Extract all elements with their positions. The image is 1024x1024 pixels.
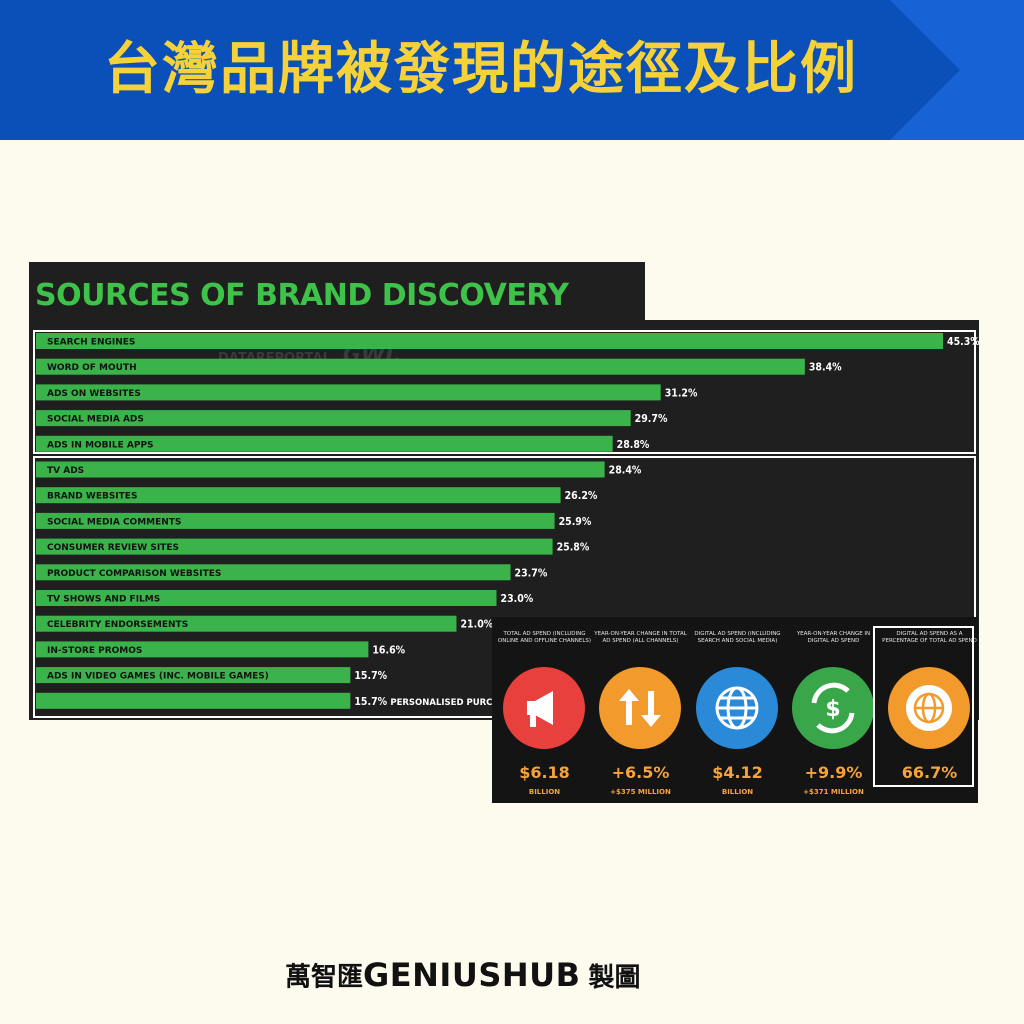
bar-label-5: ADS IN MOBILE APPS xyxy=(47,440,154,450)
ad-spend-caption: YEAR-ON-YEAR CHANGE IN TOTAL AD SPEND (A… xyxy=(594,631,687,644)
globe-icon xyxy=(696,667,778,749)
ad-spend-value: $4.12 xyxy=(712,763,763,782)
ad-spend-item-4: YEAR-ON-YEAR CHANGE IN DIGITAL AD SPEND $… xyxy=(786,617,881,803)
bar-13 xyxy=(36,641,369,658)
megaphone-icon xyxy=(503,667,585,749)
bar-value-7: 26.2% xyxy=(565,490,598,502)
bar-5 xyxy=(36,435,613,452)
bar-label-11: TV SHOWS AND FILMS xyxy=(47,595,160,605)
bar-3 xyxy=(36,384,661,401)
footer-suffix: 製圖 xyxy=(588,962,641,993)
bar-value-4: 29.7% xyxy=(635,413,668,425)
bar-label-7: BRAND WEBSITES xyxy=(47,492,137,502)
footer-credit: 萬智匯GENIUSHUB 製圖 xyxy=(285,956,745,1000)
bar-value-2: 38.4% xyxy=(809,362,842,374)
bar-value-1: 45.3% xyxy=(947,336,980,348)
ad-spend-item-5: DIGITAL AD SPEND AS A PERCENTAGE OF TOTA… xyxy=(882,617,977,803)
bar-label-12: CELEBRITY ENDORSEMENTS xyxy=(47,620,188,630)
bar-label-8: SOCIAL MEDIA COMMENTS xyxy=(47,517,181,527)
ad-spend-value: +6.5% xyxy=(611,763,670,782)
ad-spend-subvalue: BILLION xyxy=(528,788,561,796)
bar-label-6: TV ADS xyxy=(47,466,84,476)
footer-brand-en: GENIUSHUB xyxy=(363,956,581,994)
ad-spend-subvalue: BILLION xyxy=(721,788,754,796)
footer-brand-cn: 萬智匯 xyxy=(285,962,364,993)
bar-value-14: 15.7% xyxy=(354,670,387,682)
bar-value-12: 21.0% xyxy=(460,619,493,631)
ad-spend-item-2: YEAR-ON-YEAR CHANGE IN TOTAL AD SPEND (A… xyxy=(593,617,688,803)
page-title: 台灣品牌被發現的途徑及比例 xyxy=(104,37,858,102)
bar-12 xyxy=(36,615,457,632)
ad-spend-value: +9.9% xyxy=(804,763,863,782)
ad-spend-subvalue: +$375 MILLION xyxy=(610,788,671,796)
bar-value-9: 25.8% xyxy=(557,542,590,554)
bar-value-15: 15.7% xyxy=(354,696,387,708)
ad-spend-value: 66.7% xyxy=(901,763,958,782)
bar-label-14: ADS IN VIDEO GAMES (INC. MOBILE GAMES) xyxy=(47,672,269,682)
bar-value-8: 25.9% xyxy=(559,516,592,528)
ad-spend-subvalue: +$371 MILLION xyxy=(803,788,864,796)
chart-title: SOURCES OF BRAND DISCOVERY xyxy=(35,278,569,313)
digital-share-highlight xyxy=(873,626,974,787)
bar-label-1: SEARCH ENGINES xyxy=(47,338,135,348)
bar-label-3: ADS ON WEBSITES xyxy=(47,389,141,399)
bar-label-13: IN-STORE PROMOS xyxy=(47,646,142,656)
bar-9 xyxy=(36,538,553,555)
bar-label-4: SOCIAL MEDIA ADS xyxy=(47,415,144,425)
bar-1 xyxy=(36,333,943,349)
bar-label-2: WORD OF MOUTH xyxy=(47,363,137,373)
bar-8 xyxy=(36,512,555,529)
ad-spend-panel: TOTAL AD SPEND (INCLUDING ONLINE AND OFF… xyxy=(492,617,978,803)
ad-spend-item-3: DIGITAL AD SPEND (INCLUDING SEARCH AND S… xyxy=(690,617,785,803)
bar-10 xyxy=(36,564,511,581)
bar-2 xyxy=(36,358,805,375)
partial-label: PERSONALISED PURC xyxy=(390,698,492,708)
banner-background xyxy=(0,0,1024,140)
bar-14 xyxy=(36,667,351,684)
bar-value-5: 28.8% xyxy=(617,439,650,451)
globe-badge-icon xyxy=(888,667,970,749)
bar-6 xyxy=(36,461,605,478)
bar-value-13: 16.6% xyxy=(372,644,405,656)
ad-spend-caption: TOTAL AD SPEND (INCLUDING ONLINE AND OFF… xyxy=(497,631,592,644)
ad-spend-caption: DIGITAL AD SPEND (INCLUDING SEARCH AND S… xyxy=(694,631,781,644)
bar-label-9: CONSUMER REVIEW SITES xyxy=(47,543,179,553)
bar-label-10: PRODUCT COMPARISON WEBSITES xyxy=(47,569,221,579)
ad-spend-caption: DIGITAL AD SPEND AS A PERCENTAGE OF TOTA… xyxy=(882,631,977,644)
bar-15 xyxy=(36,692,351,709)
bar-7 xyxy=(36,487,561,504)
title-banner: 台灣品牌被發現的途徑及比例 xyxy=(0,0,1024,140)
ad-spend-value: $6.18 xyxy=(519,763,570,782)
ad-spend-caption: YEAR-ON-YEAR CHANGE IN DIGITAL AD SPEND xyxy=(796,631,871,644)
bar-4 xyxy=(36,410,631,427)
bar-value-3: 31.2% xyxy=(665,387,698,399)
chart-header: SOURCES OF BRAND DISCOVERY xyxy=(29,262,645,324)
bar-value-6: 28.4% xyxy=(609,465,642,477)
dollar-cycle-icon: $ xyxy=(792,667,874,749)
up-down-arrows-icon xyxy=(599,667,681,749)
bar-value-11: 23.0% xyxy=(501,593,534,605)
bar-11 xyxy=(36,590,497,606)
ad-spend-item-1: TOTAL AD SPEND (INCLUDING ONLINE AND OFF… xyxy=(497,617,592,803)
svg-text:$: $ xyxy=(825,697,840,722)
bar-value-10: 23.7% xyxy=(515,567,548,579)
